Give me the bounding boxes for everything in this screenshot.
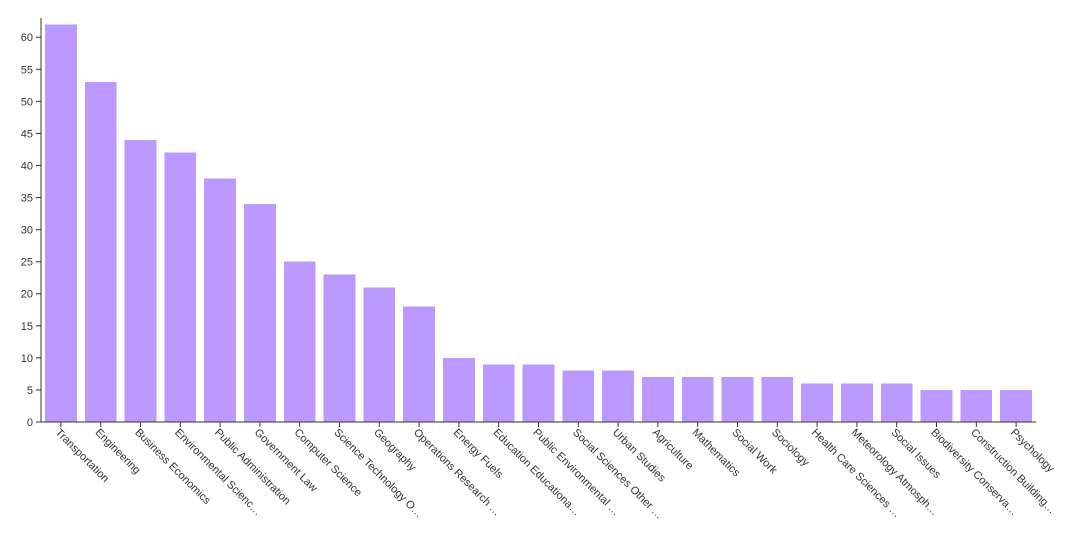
y-tick-label-11: 55: [21, 64, 33, 76]
bar-19[interactable]: [801, 383, 834, 422]
bar-15[interactable]: [641, 377, 674, 422]
bar-1[interactable]: [84, 82, 117, 422]
bar-9[interactable]: [403, 306, 436, 422]
y-axis: 0 5 10 15 20 25 30 35 40 45 50 55 60: [21, 18, 42, 429]
bar-2[interactable]: [124, 139, 157, 422]
y-tick-label-7: 35: [21, 193, 33, 205]
bar-6[interactable]: [283, 261, 316, 422]
y-tick-label-10: 50: [21, 96, 33, 108]
bar-12[interactable]: [522, 364, 555, 422]
y-tick-label-5: 25: [21, 257, 33, 269]
bar-3[interactable]: [164, 152, 197, 423]
bar-11[interactable]: [482, 364, 515, 422]
bars-layer: [44, 24, 1033, 423]
bar-21[interactable]: [880, 383, 913, 422]
y-tick-label-3: 15: [21, 321, 33, 333]
bar-23[interactable]: [960, 389, 993, 422]
x-tick-label-6: Computer Science: [292, 427, 364, 499]
y-tick-label-1: 5: [27, 385, 33, 397]
bar-20[interactable]: [840, 383, 873, 422]
y-tick-label-9: 45: [21, 128, 33, 140]
y-tick-label-2: 10: [21, 353, 33, 365]
bar-18[interactable]: [761, 377, 794, 422]
bar-22[interactable]: [920, 389, 953, 422]
bar-13[interactable]: [562, 370, 595, 422]
bar-5[interactable]: [243, 203, 276, 422]
y-tick-label-0: 0: [27, 417, 33, 429]
bar-17[interactable]: [721, 377, 754, 422]
y-tick-label-6: 30: [21, 225, 33, 237]
bar-7[interactable]: [323, 274, 356, 422]
y-tick-label-4: 20: [21, 289, 33, 301]
x-tick-label-2: Business Economics: [132, 427, 213, 508]
y-tick-label-8: 40: [21, 160, 33, 172]
bar-4[interactable]: [204, 178, 237, 422]
bar-24[interactable]: [1000, 389, 1033, 422]
bar-14[interactable]: [602, 370, 635, 422]
x-tick-label-18: Sociology: [769, 427, 812, 470]
x-tick-label-4: Public Administration: [212, 427, 293, 508]
bar-10[interactable]: [442, 357, 475, 422]
y-tick-label-12: 60: [21, 32, 33, 44]
bar-16[interactable]: [681, 377, 714, 422]
bar-8[interactable]: [363, 287, 396, 422]
bar-0[interactable]: [44, 24, 77, 422]
